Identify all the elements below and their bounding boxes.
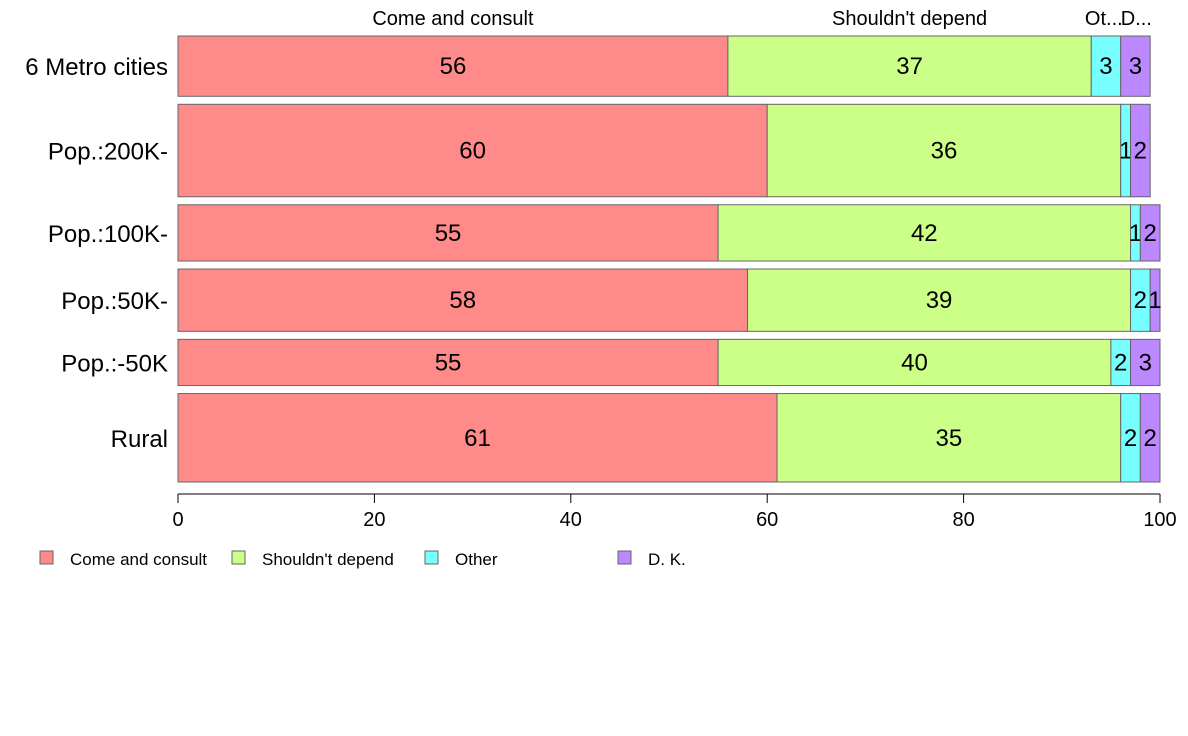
bar-label-shouldn-t-depend-3: 42 xyxy=(911,220,938,247)
bar-d-k-6 xyxy=(1139,393,1161,483)
category-label: Rural xyxy=(111,426,168,453)
bar-come-and-consult-3 xyxy=(177,204,719,262)
bar-d-k-4 xyxy=(1149,268,1161,332)
bar-label-d-k-1: 3 xyxy=(1129,53,1142,80)
column-header: Come and consult xyxy=(372,8,534,30)
category-label: Pop.:-50K xyxy=(61,350,168,377)
bar-come-and-consult-2 xyxy=(177,103,768,198)
legend-label-d-k: D. K. xyxy=(648,550,686,569)
bar-label-come-and-consult-4: 58 xyxy=(449,287,476,314)
bar-label-other-3: 1 xyxy=(1129,220,1142,247)
bar-label-shouldn-t-depend-1: 37 xyxy=(896,53,923,80)
bar-d-k-2 xyxy=(1130,103,1151,198)
bar-label-come-and-consult-5: 55 xyxy=(435,349,462,376)
bar-label-other-6: 2 xyxy=(1124,425,1137,452)
bar-other-1 xyxy=(1090,35,1122,97)
bar-come-and-consult-1 xyxy=(177,35,729,97)
bar-label-d-k-4: 1 xyxy=(1148,287,1161,314)
bar-shouldn-t-depend-1 xyxy=(727,35,1092,97)
bar-label-come-and-consult-2: 60 xyxy=(459,138,486,165)
bar-label-come-and-consult-3: 55 xyxy=(435,220,462,247)
x-axis: 0 20 40 60 80 100 xyxy=(172,493,1177,531)
bar-come-and-consult-6 xyxy=(177,393,778,483)
legend-swatch-d-k xyxy=(617,550,632,565)
column-header: Shouldn't depend xyxy=(832,8,987,30)
legend-label-other: Other xyxy=(455,550,498,569)
bar-label-come-and-consult-1: 56 xyxy=(440,53,467,80)
x-tick-label: 20 xyxy=(363,509,385,531)
bar-shouldn-t-depend-5 xyxy=(717,338,1112,387)
bar-shouldn-t-depend-3 xyxy=(717,204,1132,262)
bar-d-k-1 xyxy=(1120,35,1151,97)
legend-swatch-other xyxy=(424,550,439,565)
legend: Come and consult Shouldn't depend Other D. … xyxy=(39,550,686,569)
x-tick-label: 100 xyxy=(1143,509,1176,531)
bar-shouldn-t-depend-6 xyxy=(776,393,1122,483)
bar-label-other-5: 2 xyxy=(1114,349,1127,376)
bar-label-shouldn-t-depend-5: 40 xyxy=(901,349,928,376)
category-label: Pop.:100K- xyxy=(48,221,168,248)
x-tick-label: 40 xyxy=(560,509,582,531)
category-label: Pop.:200K- xyxy=(48,139,168,166)
legend-label-shouldn-t-depend: Shouldn't depend xyxy=(262,550,394,569)
column-header: Ot... xyxy=(1085,8,1123,30)
bar-label-other-2: 1 xyxy=(1119,138,1132,165)
bar-label-shouldn-t-depend-4: 39 xyxy=(926,287,953,314)
bar-label-come-and-consult-6: 61 xyxy=(464,425,491,452)
bar-label-d-k-3: 2 xyxy=(1144,220,1157,247)
bar-label-d-k-6: 2 xyxy=(1144,425,1157,452)
bar-label-d-k-5: 3 xyxy=(1139,349,1152,376)
legend-swatch-shouldn-t-depend xyxy=(231,550,246,565)
category-label: 6 Metro cities xyxy=(25,54,168,81)
bar-label-shouldn-t-depend-2: 36 xyxy=(931,138,958,165)
bar-label-other-1: 3 xyxy=(1099,53,1112,80)
x-tick-label: 60 xyxy=(756,509,778,531)
bar-d-k-3 xyxy=(1139,204,1161,262)
bar-come-and-consult-4 xyxy=(177,268,749,332)
legend-label-come-and-consult: Come and consult xyxy=(70,550,207,569)
column-header: D... xyxy=(1121,8,1152,30)
category-labels: 6 Metro cities Pop.:200K- Pop.:100K- Pop.:5… xyxy=(25,54,168,453)
x-tick-label: 80 xyxy=(952,509,974,531)
x-tick-label: 0 xyxy=(172,509,183,531)
category-label: Pop.:50K- xyxy=(61,288,168,315)
bar-shouldn-t-depend-2 xyxy=(766,103,1122,198)
bar-label-other-4: 2 xyxy=(1134,287,1147,314)
column-headers: Come and consult Shouldn't depend Ot...D..… xyxy=(372,8,1151,30)
bar-d-k-5 xyxy=(1130,338,1161,387)
bar-label-d-k-2: 2 xyxy=(1134,138,1147,165)
bar-shouldn-t-depend-4 xyxy=(747,268,1132,332)
bars: 56 37 3 360 36 1 255 42 1 258 39 2 155 40 2 361 35 2 2 xyxy=(177,35,1162,483)
bar-label-shouldn-t-depend-6: 35 xyxy=(936,425,963,452)
legend-swatch-come-and-consult xyxy=(39,550,54,565)
